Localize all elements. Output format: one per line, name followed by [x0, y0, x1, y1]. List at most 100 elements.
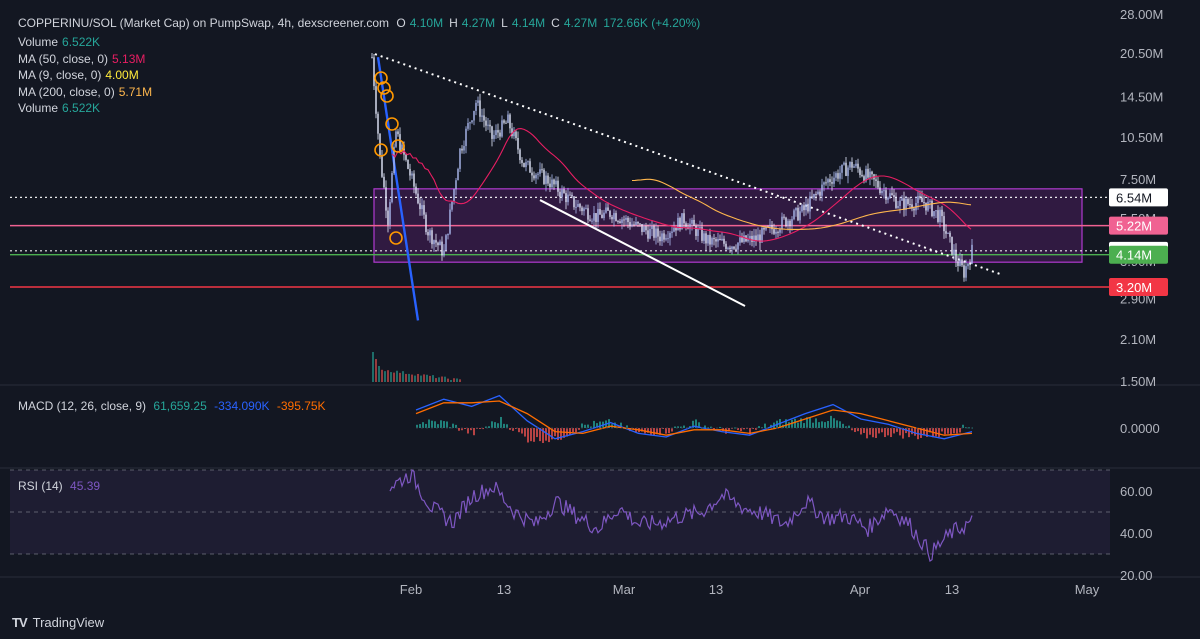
candle-body	[487, 124, 489, 126]
macd-histogram-bar	[545, 428, 547, 441]
candle-body	[725, 243, 727, 249]
macd-histogram-bar	[689, 426, 691, 428]
macd-histogram-bar	[815, 418, 817, 428]
candle-body	[397, 131, 399, 135]
candle-body	[923, 202, 925, 204]
volume-bar	[420, 375, 422, 382]
candle-body	[503, 120, 505, 123]
candle-body	[655, 228, 657, 238]
candle-body	[821, 184, 823, 196]
candle-body	[809, 196, 811, 212]
indicator-row[interactable]: Volume 6.522K	[18, 34, 104, 50]
candle-body	[665, 238, 667, 240]
candle-body	[831, 182, 833, 184]
candle-body	[581, 207, 583, 212]
candle-body	[869, 171, 871, 178]
macd-histogram-bar	[482, 428, 484, 430]
candle-body	[695, 225, 697, 236]
macd-histogram-bar	[953, 428, 955, 434]
candle-body	[763, 227, 765, 230]
indicator-row[interactable]: MA (9, close, 0) 4.00M	[18, 67, 143, 83]
brand-name: TradingView	[32, 614, 105, 630]
ma50-line	[391, 128, 972, 242]
macd-legend[interactable]: MACD (12, 26, close, 9) 61,659.25 -334.0…	[18, 399, 326, 413]
macd-histogram-bar	[539, 428, 541, 442]
candle-body	[389, 202, 391, 225]
macd-histogram-bar	[869, 428, 871, 435]
candle-body	[437, 242, 439, 246]
symbol-title[interactable]: COPPERINU/SOL (Market Cap) on PumpSwap, …	[18, 16, 390, 30]
candle-body	[489, 124, 491, 127]
volume-bar	[384, 371, 386, 382]
candle-body	[451, 201, 453, 210]
macd-histogram-bar	[509, 428, 511, 430]
candle-body	[387, 210, 389, 225]
candle-body	[955, 249, 957, 262]
candle-body	[403, 144, 405, 155]
candle-body	[815, 193, 817, 195]
macd-histogram-bar	[692, 420, 694, 428]
candle-body	[621, 219, 623, 223]
candle-body	[595, 213, 597, 222]
macd-histogram-bar	[551, 428, 553, 440]
candle-body	[467, 123, 469, 129]
candle-body	[509, 114, 511, 129]
candle-body	[441, 241, 443, 256]
macd-histogram-bar	[527, 428, 529, 443]
candle-body	[431, 230, 433, 245]
candle-body	[667, 238, 669, 240]
macd-histogram-bar	[812, 422, 814, 428]
y-tick-label: 28.00M	[1120, 7, 1163, 22]
macd-histogram-bar	[593, 420, 595, 428]
candle-body	[417, 193, 419, 204]
macd-histogram-bar	[524, 428, 526, 437]
macd-histogram-bar	[854, 428, 856, 433]
candle-body	[393, 146, 395, 174]
x-tick-label: 13	[709, 582, 723, 597]
candle-body	[705, 233, 707, 244]
rsi-legend[interactable]: RSI (14) 45.39	[18, 479, 101, 493]
candle-body	[939, 209, 941, 222]
candle-body	[679, 217, 681, 230]
candle-body	[723, 238, 725, 244]
candle-body	[871, 171, 873, 175]
candle-body	[683, 213, 685, 224]
support-trendline	[539, 199, 746, 307]
indicator-row[interactable]: Volume 6.522K	[18, 100, 104, 116]
candle-body	[779, 229, 781, 233]
indicator-row[interactable]: MA (200, close, 0) 5.71M	[18, 84, 156, 100]
candle-body	[607, 207, 609, 211]
macd-histogram-bar	[575, 428, 577, 433]
macd-histogram-bar	[788, 422, 790, 428]
candle-body	[715, 239, 717, 242]
candle-body	[643, 226, 645, 232]
macd-histogram-bar	[665, 428, 667, 434]
candle-body	[475, 102, 477, 111]
macd-histogram-bar	[836, 420, 838, 428]
candle-body	[947, 232, 949, 234]
macd-histogram-bar	[962, 424, 964, 428]
candle-body	[777, 231, 779, 233]
candle-body	[909, 204, 911, 206]
candle-body	[817, 191, 819, 195]
candle-body	[447, 233, 449, 236]
x-tick-label: 13	[497, 582, 511, 597]
volume-bar	[399, 372, 401, 382]
candle-body	[789, 220, 791, 226]
macd-histogram-bar	[875, 428, 877, 438]
candle-body	[485, 120, 487, 126]
indicator-row[interactable]: MA (50, close, 0) 5.13M	[18, 51, 149, 67]
candle-body	[457, 168, 459, 181]
macd-histogram-bar	[896, 428, 898, 432]
candle-body	[477, 100, 479, 103]
macd-histogram-bar	[824, 422, 826, 428]
candle-body	[657, 228, 659, 237]
candle-body	[693, 219, 695, 226]
candle-body	[527, 161, 529, 163]
candle-body	[855, 163, 857, 167]
candle-body	[649, 228, 651, 239]
candle-body	[747, 238, 749, 242]
macd-histogram-bar	[728, 428, 730, 432]
candle-body	[533, 175, 535, 179]
